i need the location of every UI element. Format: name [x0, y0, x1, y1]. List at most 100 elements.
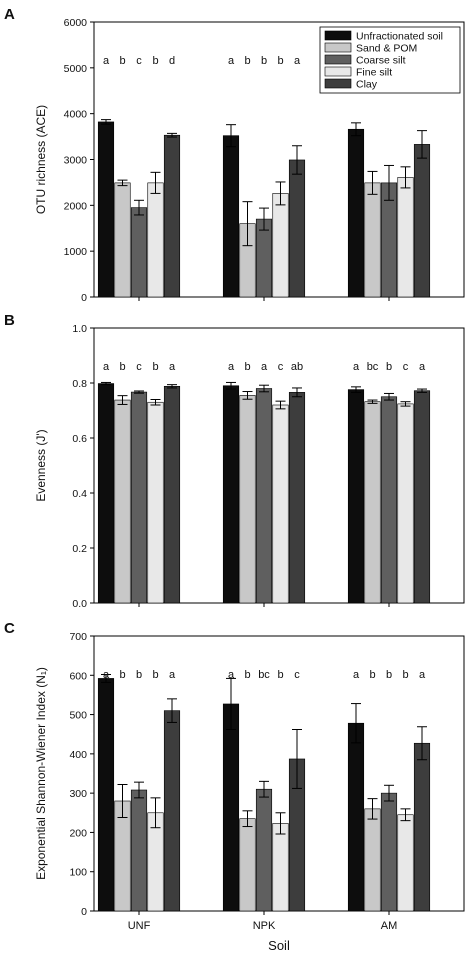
legend-swatch: [324, 54, 352, 65]
bar: [97, 383, 115, 604]
y-tick-label: 700: [69, 631, 87, 643]
y-tick-label: 4000: [64, 109, 88, 121]
legend-entry: Unfractionated soil: [356, 31, 443, 43]
bar: [364, 182, 381, 298]
significance-letter: b: [244, 55, 250, 67]
bar: [397, 403, 414, 604]
bar: [272, 823, 289, 912]
panel-a: A 0 1000 2000 3000 4000 5000 6000 OTU richness (…: [4, 6, 465, 304]
significance-letter: b: [402, 669, 408, 681]
y-tick-label: 0.8: [72, 378, 87, 390]
bar: [114, 399, 131, 604]
bar: [413, 390, 431, 604]
legend-entry: Coarse silt: [356, 55, 406, 67]
significance-letter: c: [403, 361, 409, 373]
bar: [364, 401, 381, 604]
y-tick-label: 200: [69, 827, 87, 839]
x-tick-label: NPK: [253, 920, 276, 932]
y-tick-label: 6000: [64, 17, 88, 29]
bar: [114, 182, 131, 298]
bar: [413, 742, 431, 912]
bar: [163, 134, 181, 298]
significance-letter: a: [419, 669, 426, 681]
y-tick-label: 0.4: [72, 488, 87, 500]
significance-letter: b: [152, 669, 158, 681]
legend-entry: Clay: [356, 79, 378, 91]
legend-swatch: [324, 78, 352, 89]
panel-c: C 0 100 200 300 400 500 600 700 Exponential Shann…: [4, 620, 465, 932]
bar: [147, 182, 164, 298]
y-tick-label: 400: [69, 749, 87, 761]
significance-letter: a: [103, 669, 110, 681]
y-axis-label: OTU richness (ACE): [34, 105, 48, 214]
y-tick-label: 0: [81, 906, 87, 918]
bar: [347, 389, 365, 604]
significance-letter: a: [294, 55, 301, 67]
significance-letter: b: [244, 669, 250, 681]
y-tick-label: 500: [69, 710, 87, 722]
significance-letter: d: [169, 55, 175, 67]
bar: [222, 703, 240, 912]
panel-letter: C: [4, 620, 15, 637]
significance-letter: b: [386, 361, 392, 373]
y-axis-label: Evenness (J'): [34, 429, 48, 501]
bar: [380, 792, 398, 912]
y-tick-label: 600: [69, 670, 87, 682]
y-tick-label: 0: [81, 292, 87, 304]
significance-letter: b: [369, 669, 375, 681]
bar: [413, 144, 431, 298]
legend-swatch: [324, 42, 352, 53]
bar: [347, 722, 365, 912]
bar: [97, 121, 115, 298]
significance-letter: c: [136, 55, 142, 67]
y-tick-label: 1000: [64, 246, 88, 258]
significance-letter: b: [386, 669, 392, 681]
significance-letter: b: [277, 55, 283, 67]
significance-letter: b: [119, 55, 125, 67]
y-tick-label: 300: [69, 788, 87, 800]
bar: [239, 818, 256, 912]
bar: [239, 395, 256, 604]
significance-letter: a: [419, 361, 426, 373]
bar: [222, 385, 240, 604]
x-tick-label: AM: [381, 920, 398, 932]
y-tick-label: 0.2: [72, 543, 87, 555]
significance-letter: a: [169, 669, 176, 681]
y-tick-label: 1.0: [72, 323, 87, 335]
bar: [272, 193, 289, 298]
significance-letter: c: [278, 361, 284, 373]
y-tick-label: 100: [69, 867, 87, 879]
y-tick-label: 0.6: [72, 433, 87, 445]
bar: [163, 385, 181, 604]
bar: [130, 789, 148, 912]
y-tick-label: 2000: [64, 200, 88, 212]
y-axis-label: Exponential Shannon-Wiener Index (N₁): [34, 667, 48, 880]
panel-letter: A: [4, 6, 15, 23]
legend-swatch: [324, 66, 352, 77]
significance-letter: b: [277, 669, 283, 681]
significance-letter: c: [294, 669, 300, 681]
bar: [222, 135, 240, 298]
bar: [288, 159, 306, 298]
significance-letter: b: [136, 669, 142, 681]
significance-letter: ab: [291, 361, 303, 373]
significance-letter: b: [119, 669, 125, 681]
bar: [364, 808, 381, 912]
bar: [288, 392, 306, 604]
bar: [255, 388, 273, 604]
significance-letter: bc: [258, 669, 270, 681]
legend-entry: Fine silt: [356, 67, 392, 79]
bar: [147, 401, 164, 604]
legend-swatch: [324, 30, 352, 41]
significance-letter: b: [152, 55, 158, 67]
bar: [255, 788, 273, 912]
significance-letter: b: [261, 55, 267, 67]
bar: [163, 710, 181, 912]
significance-letter: a: [353, 669, 360, 681]
significance-letter: a: [353, 361, 360, 373]
significance-letter: a: [261, 361, 268, 373]
significance-letter: a: [103, 55, 110, 67]
x-axis-label: Soil: [268, 938, 290, 953]
